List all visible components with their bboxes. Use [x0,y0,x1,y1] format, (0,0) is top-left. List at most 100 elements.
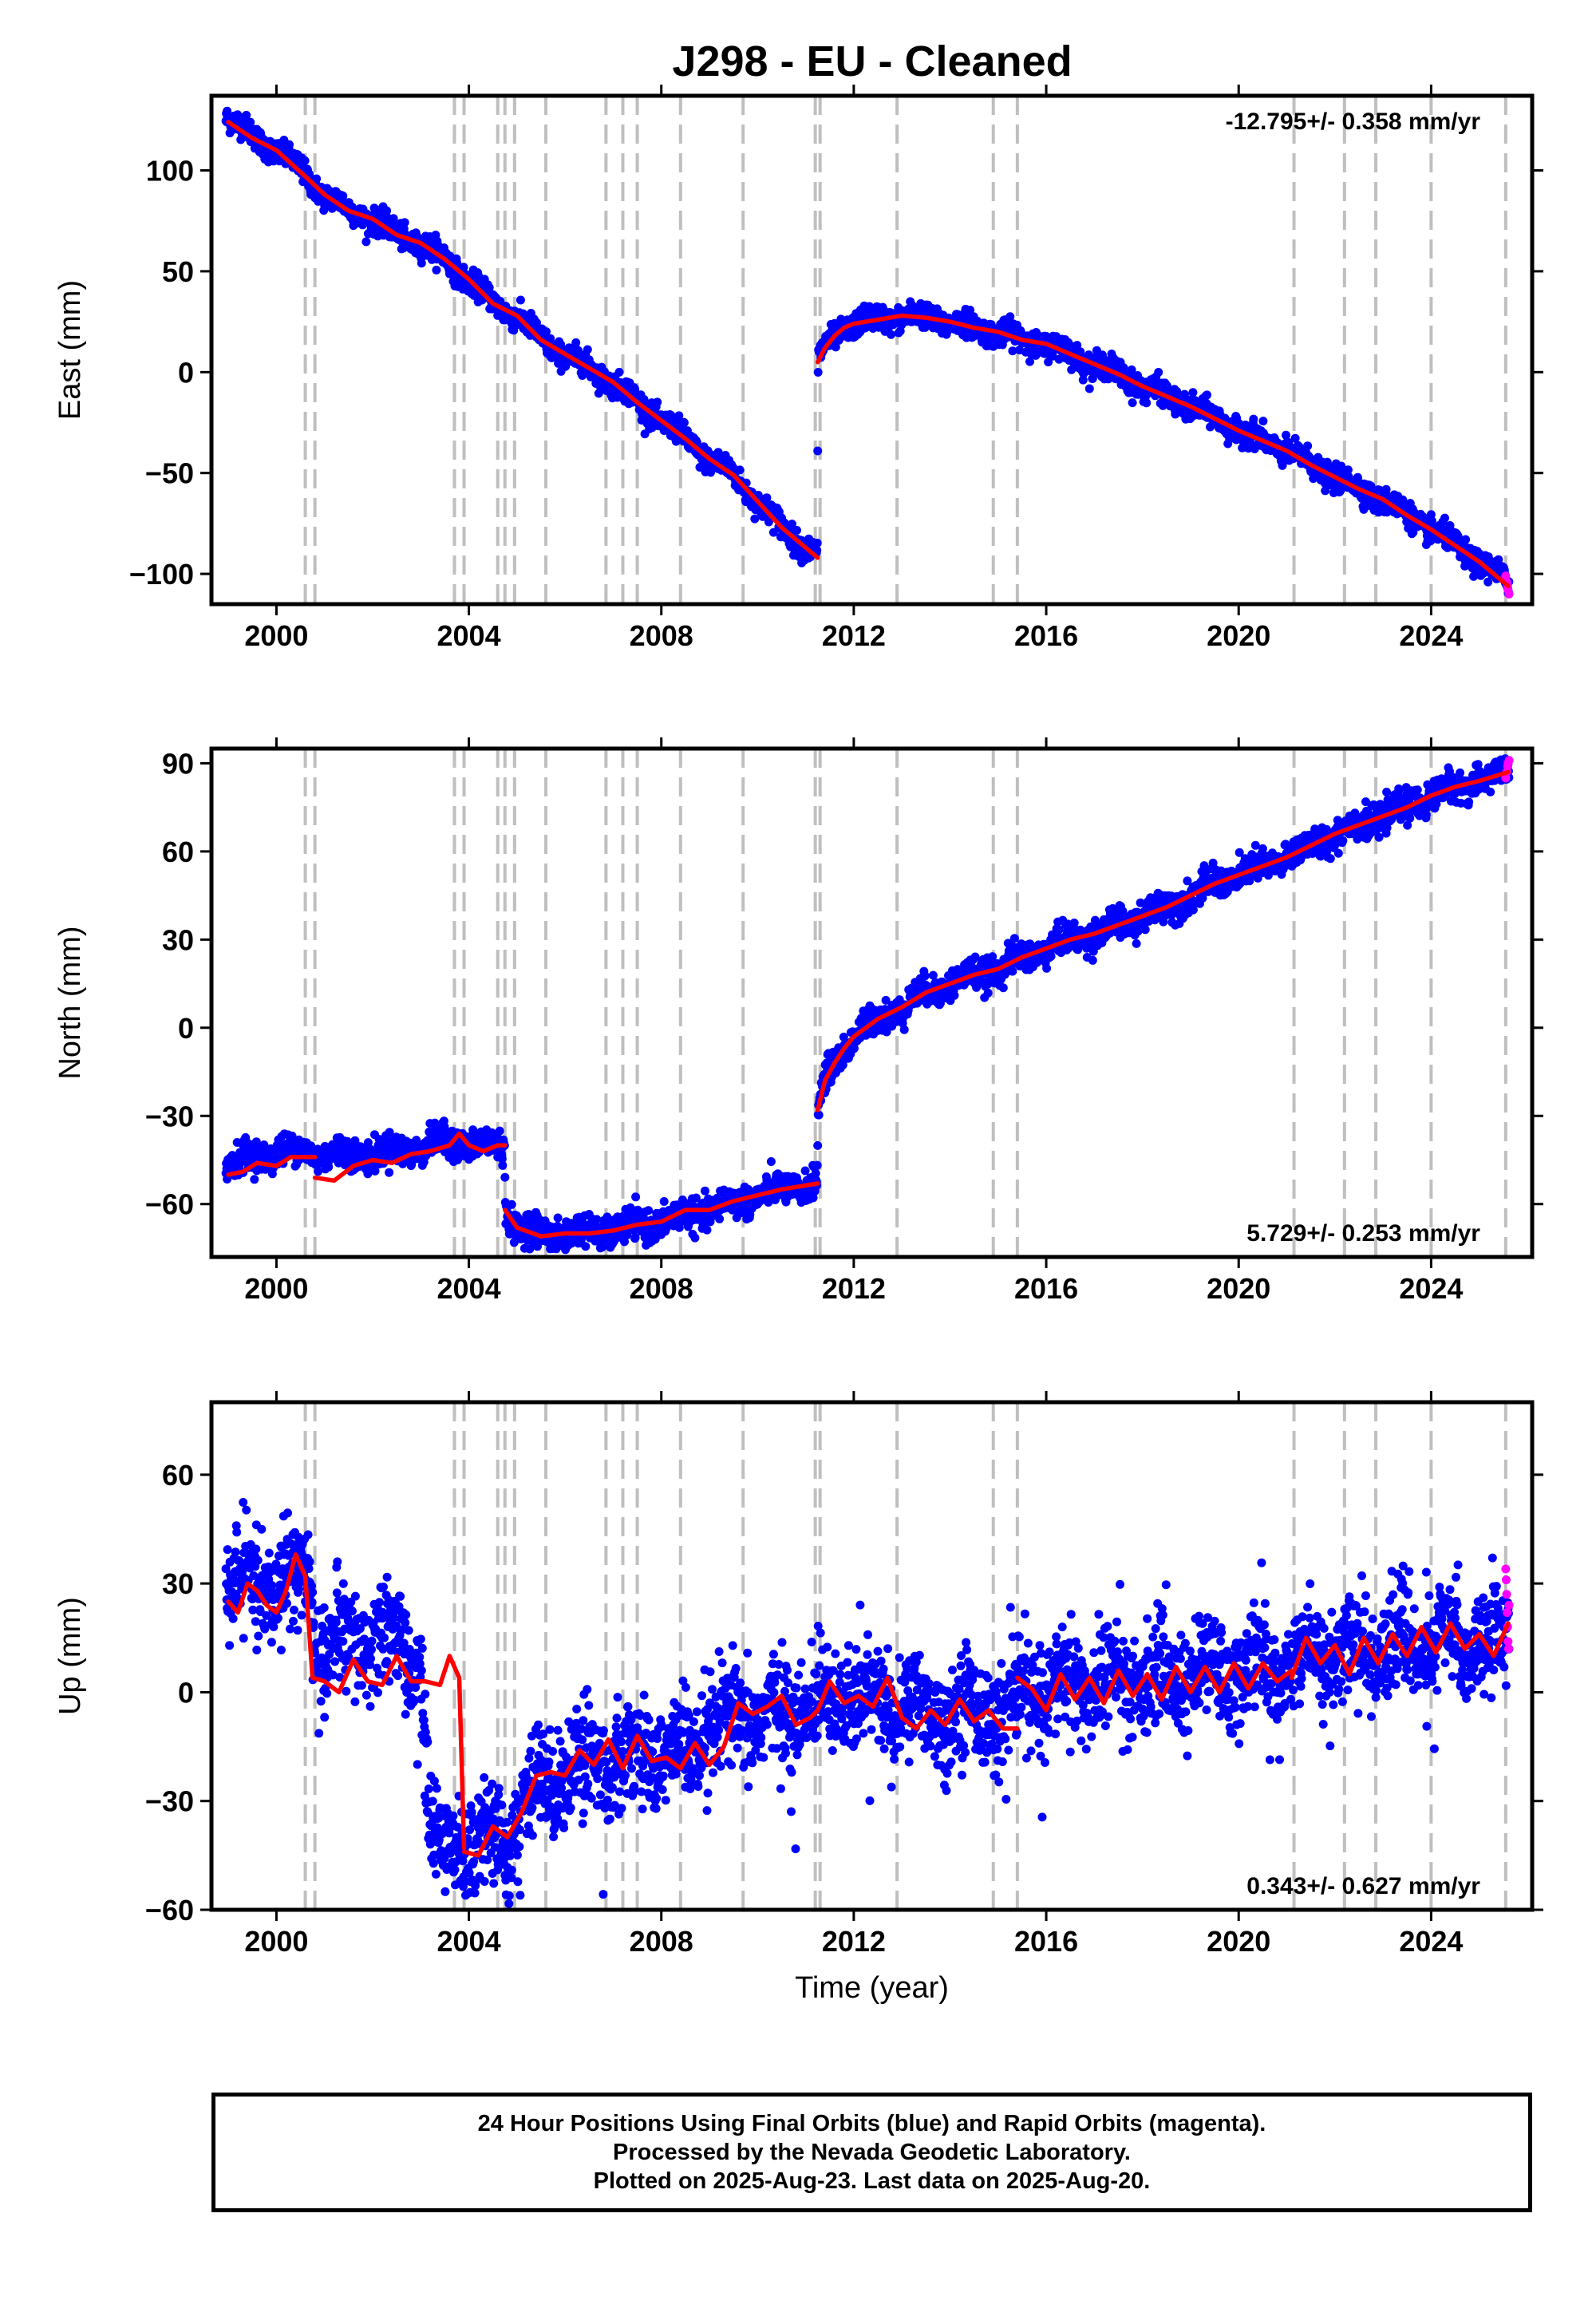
east-data-point [713,448,723,457]
east-data-point [1290,433,1300,443]
east-data-point [1322,457,1332,467]
east-data-point [831,342,840,352]
north-plot-area [221,749,1514,1257]
east-data-point [1073,341,1082,350]
east-model-fit [226,120,1511,589]
east-data-point [639,395,649,404]
east-y-tick-label: 50 [162,255,194,288]
east-data-point [813,368,823,377]
east-x-tick-label: 2016 [1014,619,1078,652]
east-plot-area [221,96,1514,604]
north-data-point [553,1213,563,1223]
east-data-point [571,338,581,347]
east-data-point [966,306,975,314]
north-data-point [813,1140,823,1150]
east-final-orbit-points [221,106,1514,598]
north-data-point [370,1166,380,1176]
east-data-point [542,327,551,337]
east-data-point [459,263,468,272]
east-data-point [1483,577,1493,587]
east-data-point [1303,441,1313,451]
north-data-point [598,1243,607,1252]
north-data-point [592,1215,602,1224]
east-data-point [361,237,371,247]
east-data-point [792,526,801,535]
north-data-point [814,1110,824,1120]
north-data-point [385,1168,394,1177]
east-x-tick-label: 2012 [822,619,886,652]
north-data-point [849,1044,859,1053]
east-data-point [1440,513,1449,523]
north-data-point [631,1192,641,1202]
north-data-point [324,1162,334,1172]
east-data-point [532,318,541,327]
east-data-point [1203,390,1211,400]
east-data-point [484,283,494,292]
north-data-point [498,1160,508,1170]
north-data-point [899,1025,909,1034]
east-data-point [1127,365,1136,374]
north-data-point [838,1060,847,1069]
east-x-tick-label: 2000 [244,619,308,652]
north-data-point [811,1168,820,1178]
east-y-tick-label: 0 [178,356,194,389]
east-data-point [578,371,587,380]
north-data-point [507,1199,516,1209]
east-data-point [242,110,251,120]
east-x-tick-label: 2008 [630,619,693,652]
east-data-point [417,259,426,268]
east-data-point [1119,363,1128,373]
east-data-point [312,174,322,184]
east-x-tick-label: 2004 [437,619,501,652]
north-data-point [314,1167,323,1176]
east-x-tick-label: 2020 [1207,619,1270,652]
panel-north: 2000 2004 2008 2012 2016 2020 2024−60−30030609… [53,737,1543,1305]
north-data-point [659,1197,669,1206]
east-data-point [920,322,930,332]
east-data-point [887,330,896,339]
north-data-point [223,1175,232,1184]
east-frame [209,93,1535,607]
north-data-point [691,1193,701,1203]
east-data-point [768,528,778,537]
east-data-point [1025,357,1034,366]
east-data-point [1154,368,1163,377]
north-data-point [701,1186,709,1196]
east-data-point [382,206,392,215]
north-data-point [702,1225,712,1235]
east-data-point [1278,460,1287,470]
east-data-point [735,465,745,475]
north-data-point [385,1128,394,1137]
east-data-point [432,265,441,275]
north-data-point [363,1138,373,1148]
north-data-point [715,1214,725,1223]
east-data-point [813,446,823,456]
east-rate-label: -12.795+/- 0.358 mm/yr [1226,109,1481,135]
east-data-point [762,493,772,503]
north-data-point [363,1169,373,1179]
east-fit-line-1 [815,313,1511,589]
north-data-point [812,1160,822,1170]
north-data-point [250,1175,259,1184]
north-data-point [533,1242,542,1251]
east-y-tick-label: −50 [145,457,194,490]
north-data-point [881,995,891,1005]
north-data-point [581,1242,591,1251]
east-data-point [1142,398,1152,408]
east-data-point [1249,414,1258,424]
east-data-point [1008,346,1017,356]
east-data-point [285,140,294,149]
east-data-point [1188,388,1198,397]
east-data-point [750,514,760,524]
north-data-point [620,1237,629,1247]
east-data-point [679,418,689,428]
east-data-point [1282,430,1290,440]
east-fit-line-0 [226,120,820,560]
east-data-point [1427,516,1436,526]
east-data-point [1461,535,1471,544]
east-data-point [1128,398,1137,408]
north-data-point [808,1193,818,1203]
figure-title: J298 - EU - Cleaned [672,38,1072,85]
east-data-point [1494,555,1503,564]
east-data-point [1084,384,1094,393]
